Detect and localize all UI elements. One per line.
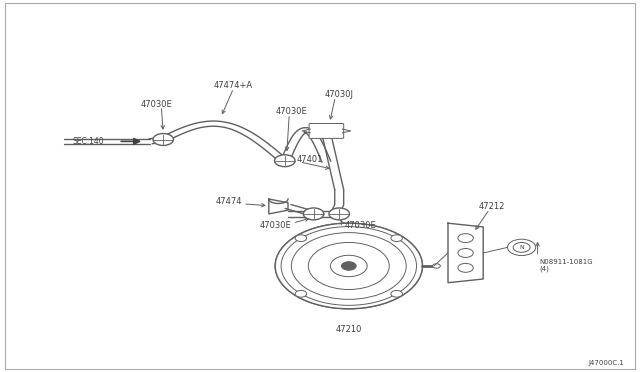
- Circle shape: [153, 134, 173, 145]
- Circle shape: [508, 239, 536, 256]
- Text: 47474: 47474: [216, 197, 242, 206]
- Text: N08911-1081G: N08911-1081G: [539, 259, 593, 265]
- Text: SEC.140: SEC.140: [73, 137, 104, 146]
- FancyBboxPatch shape: [309, 124, 344, 138]
- Circle shape: [329, 208, 349, 220]
- Circle shape: [458, 263, 474, 272]
- Circle shape: [513, 243, 530, 252]
- Circle shape: [458, 248, 474, 257]
- Text: N: N: [519, 245, 524, 250]
- Text: 47030E: 47030E: [141, 100, 173, 109]
- Text: 47210: 47210: [335, 325, 362, 334]
- Text: (4): (4): [539, 265, 548, 272]
- Circle shape: [295, 291, 307, 297]
- Circle shape: [342, 262, 356, 270]
- Text: J47000C.1: J47000C.1: [588, 360, 624, 366]
- Circle shape: [458, 234, 474, 243]
- Circle shape: [275, 223, 422, 309]
- Text: 47212: 47212: [478, 202, 505, 211]
- Circle shape: [391, 235, 403, 241]
- Text: 47030J: 47030J: [324, 90, 354, 99]
- Text: 47474+A: 47474+A: [214, 81, 253, 90]
- Text: 47401: 47401: [296, 155, 323, 164]
- Circle shape: [433, 264, 440, 268]
- Circle shape: [391, 291, 403, 297]
- Circle shape: [275, 155, 295, 167]
- Circle shape: [319, 126, 334, 135]
- Circle shape: [303, 208, 324, 220]
- Text: 47030E: 47030E: [259, 221, 291, 230]
- Circle shape: [295, 235, 307, 241]
- Text: 47030E: 47030E: [344, 221, 376, 230]
- Text: 47030E: 47030E: [275, 107, 307, 116]
- Circle shape: [275, 223, 422, 309]
